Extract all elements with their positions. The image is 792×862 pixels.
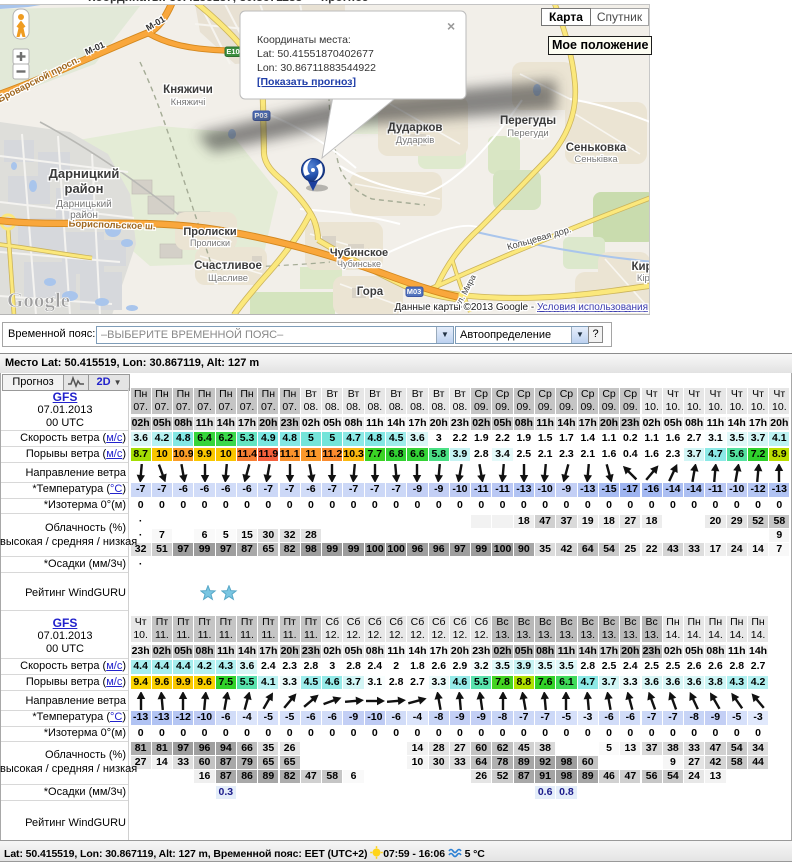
- svg-text:Пролиски: Пролиски: [190, 238, 230, 248]
- svg-text:Кіро: Кіро: [637, 273, 650, 284]
- svg-text:Данные карты ©2013 Google - Ус: Данные карты ©2013 Google - Условия испо…: [395, 302, 648, 313]
- svg-text:Пролиски: Пролиски: [183, 226, 236, 238]
- svg-text:Счастливое: Счастливое: [194, 260, 262, 272]
- svg-text:Google: Google: [7, 288, 70, 312]
- svg-text:район: район: [70, 210, 98, 221]
- svg-text:Чубинське: Чубинське: [337, 259, 381, 269]
- svg-text:Бориспольское ш.: Бориспольское ш.: [68, 218, 155, 232]
- svg-text:Дарницкий: Дарницкий: [49, 166, 120, 181]
- svg-text:Сеньківка: Сеньківка: [574, 154, 618, 165]
- svg-text:[Показать прогноз]: [Показать прогноз]: [257, 76, 356, 88]
- svg-text:М03: М03: [407, 287, 422, 296]
- svg-text:Lat: 50.41551870402677: Lat: 50.41551870402677: [257, 48, 374, 60]
- svg-text:Щасливе: Щасливе: [208, 273, 248, 284]
- svg-text:Перегуды: Перегуды: [500, 115, 556, 127]
- svg-text:Чубинское: Чубинское: [330, 247, 388, 259]
- svg-text:Кир: Кир: [631, 261, 650, 273]
- svg-text:Р03: Р03: [254, 111, 267, 120]
- svg-text:Перегуди: Перегуди: [507, 128, 548, 139]
- svg-text:Княжичі: Княжичі: [171, 97, 206, 108]
- svg-text:E10: E10: [226, 47, 239, 56]
- svg-text:Сеньковка: Сеньковка: [566, 142, 627, 154]
- svg-text:Княжичи: Княжичи: [163, 84, 213, 96]
- svg-text:Дударков: Дударков: [388, 122, 443, 134]
- svg-text:×: ×: [447, 18, 455, 34]
- svg-text:район: район: [65, 181, 104, 196]
- svg-text:Lon: 30.86711883544922: Lon: 30.86711883544922: [257, 62, 376, 74]
- svg-text:Координаты места:: Координаты места:: [257, 34, 351, 46]
- svg-text:Гора: Гора: [357, 286, 384, 298]
- svg-text:Дударкiв: Дударкiв: [396, 135, 435, 146]
- svg-text:Дарницький: Дарницький: [56, 199, 112, 210]
